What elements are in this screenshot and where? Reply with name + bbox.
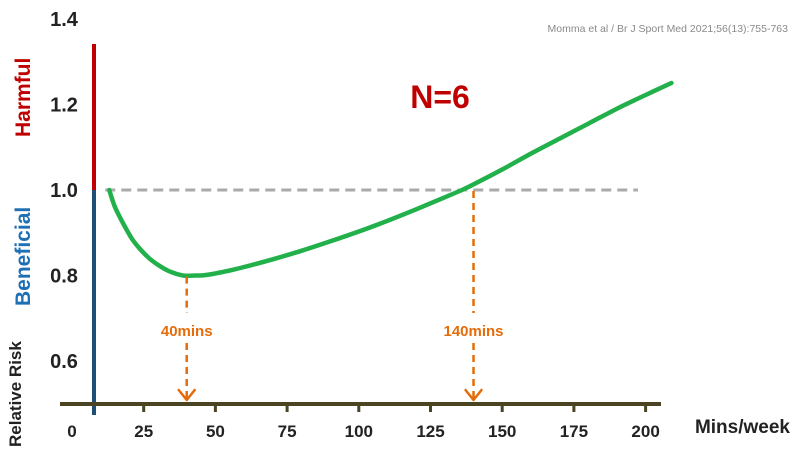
marker-label: 140mins <box>443 323 503 340</box>
x-tick-label: 100 <box>345 422 373 441</box>
y-tick-label: 0.8 <box>50 266 78 288</box>
y-tick-label: 0.6 <box>50 351 78 373</box>
y-tick-label: 1.2 <box>50 94 78 116</box>
x-tick-label: 0 <box>67 422 76 441</box>
x-tick-label: 125 <box>416 422 444 441</box>
harmful-label: Harmful <box>12 58 35 137</box>
y-axis-label: Relative Risk <box>6 341 25 447</box>
x-tick-label: 75 <box>278 422 297 441</box>
x-tick-label: 50 <box>206 422 225 441</box>
y-tick-label: 1.0 <box>50 180 78 202</box>
beneficial-label: Beneficial <box>12 207 35 306</box>
x-tick-label: 175 <box>560 422 588 441</box>
citation: Momma et al / Br J Sport Med 2021;56(13)… <box>548 23 789 35</box>
y-tick-label: 1.4 <box>50 9 79 31</box>
x-tick-label: 150 <box>488 422 516 441</box>
x-tick-label: 25 <box>134 422 153 441</box>
annotation-main: N=6 <box>410 79 470 115</box>
marker-arrowhead <box>464 388 483 402</box>
x-axis-label: Mins/week <box>695 417 790 438</box>
series-line <box>107 80 674 279</box>
x-tick-label: 200 <box>631 422 659 441</box>
marker-arrowhead <box>177 388 196 402</box>
marker-label: 40mins <box>161 323 213 340</box>
